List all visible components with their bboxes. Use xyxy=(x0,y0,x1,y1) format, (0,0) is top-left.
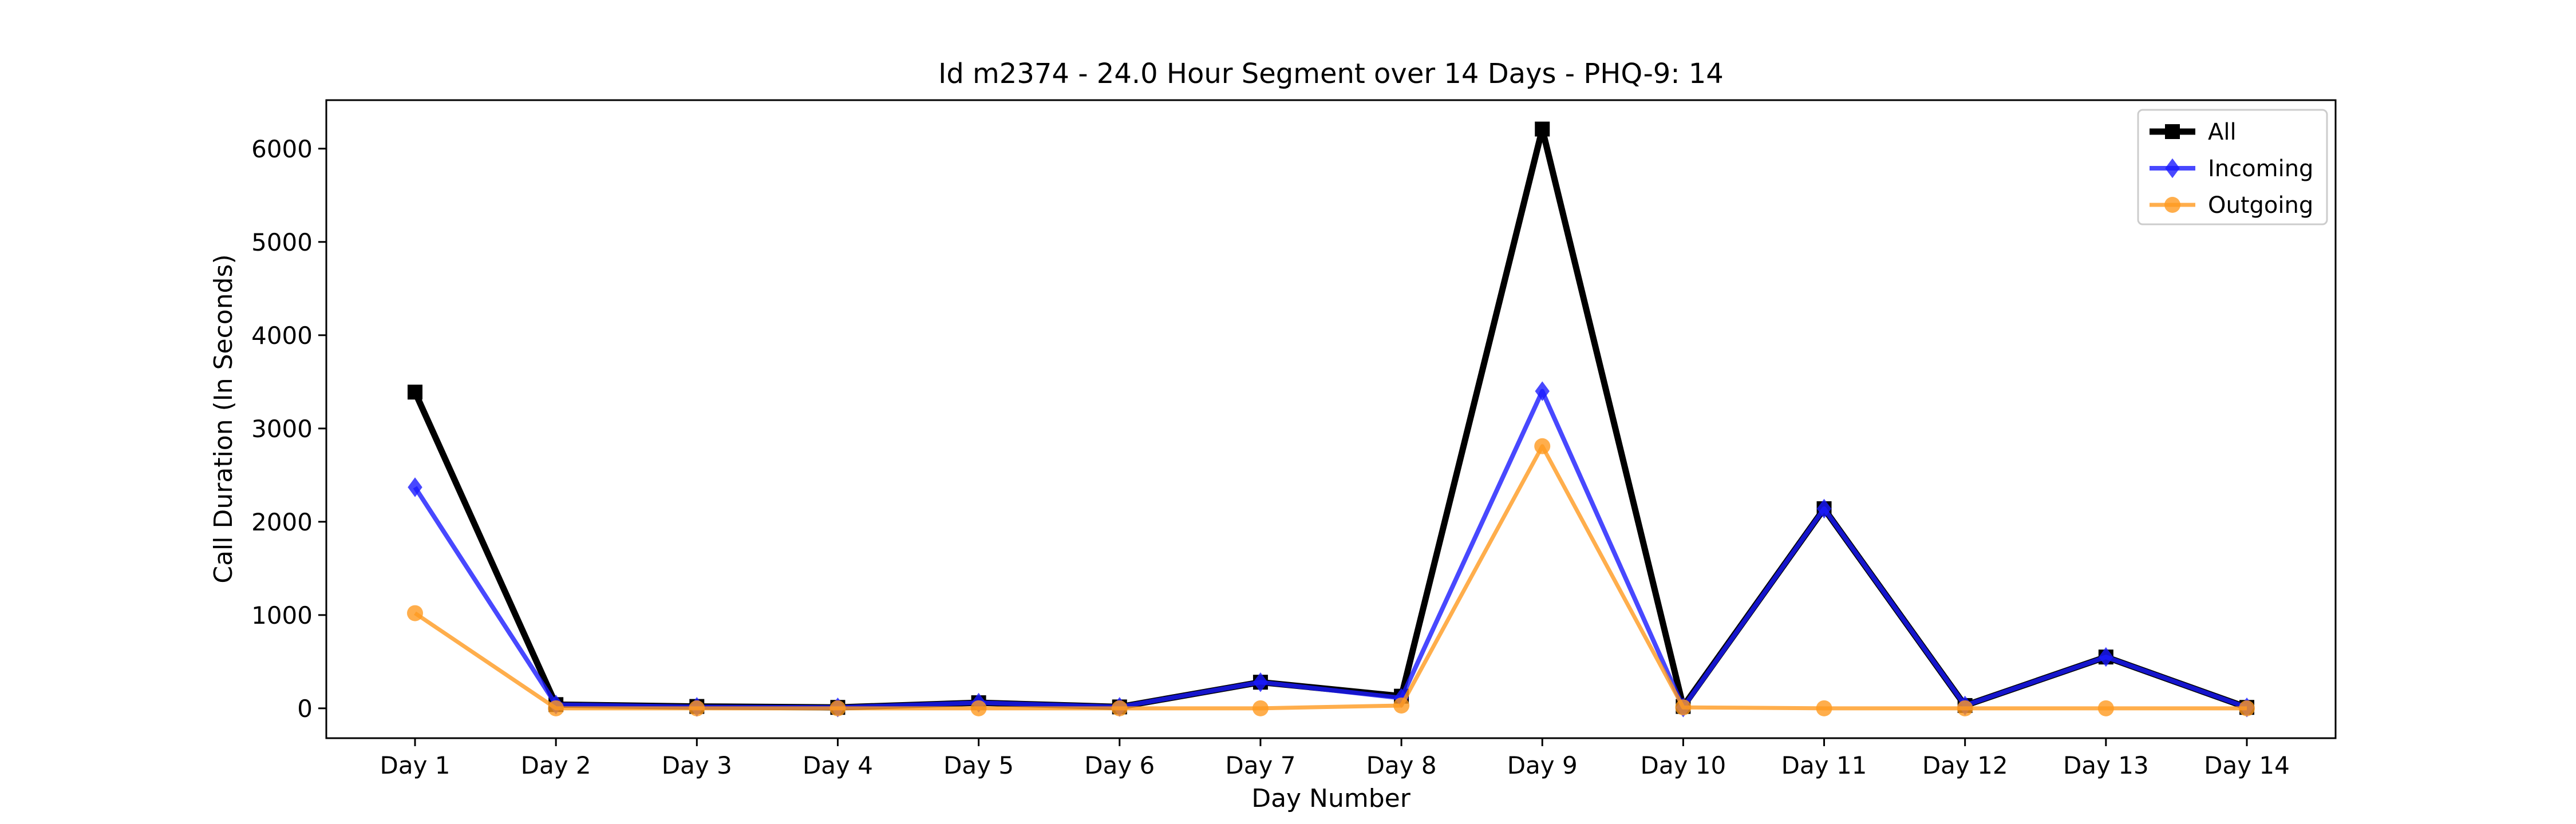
data-point-outgoing xyxy=(1816,700,1832,716)
legend-item-all: All xyxy=(2150,119,2237,145)
series-layer xyxy=(407,121,2255,718)
plot-frame xyxy=(325,99,2337,739)
data-point-incoming xyxy=(408,477,422,497)
x-tick-label: Day 6 xyxy=(1084,751,1155,779)
chart-title: Id m2374 - 24.0 Hour Segment over 14 Day… xyxy=(938,58,1724,90)
series-outgoing xyxy=(407,438,2255,716)
y-tick-label: 2000 xyxy=(251,508,313,536)
data-point-outgoing xyxy=(407,605,423,621)
y-tick-label: 6000 xyxy=(251,135,313,163)
x-axis-label: Day Number xyxy=(1251,784,1411,813)
x-tick-label: Day 12 xyxy=(1922,751,2008,779)
legend-box xyxy=(2137,109,2328,225)
x-tick-label: Day 10 xyxy=(1641,751,1726,779)
data-point-outgoing xyxy=(1534,438,1551,454)
series-incoming xyxy=(408,381,2254,718)
series-line-incoming xyxy=(413,389,2248,710)
y-axis-label: Call Duration (In Seconds) xyxy=(209,254,238,583)
data-point-outgoing xyxy=(1111,700,1128,716)
data-point-outgoing xyxy=(548,700,564,716)
x-tick-label: Day 1 xyxy=(380,751,450,779)
x-tick-label: Day 5 xyxy=(943,751,1014,779)
legend: All Incoming Outgoing xyxy=(2137,109,2328,225)
data-point-outgoing xyxy=(1675,699,1692,716)
y-tick-label: 1000 xyxy=(251,601,313,629)
x-tick-label: Day 14 xyxy=(2204,751,2290,779)
legend-label-outgoing: Outgoing xyxy=(2208,192,2313,219)
data-point-outgoing xyxy=(2097,700,2114,716)
data-point-incoming xyxy=(2099,647,2113,667)
x-tick-label: Day 3 xyxy=(662,751,732,779)
y-tick-label: 3000 xyxy=(251,415,313,443)
data-point-outgoing xyxy=(1252,700,1269,716)
data-point-incoming xyxy=(1535,381,1550,401)
data-point-outgoing xyxy=(689,700,705,716)
data-point-outgoing xyxy=(1957,700,1973,716)
data-point-all xyxy=(408,385,422,400)
data-point-incoming xyxy=(1253,672,1268,692)
legend-marker-all xyxy=(2165,124,2180,139)
y-tick-label: 4000 xyxy=(251,322,313,350)
series-all xyxy=(408,121,2254,715)
x-tick-label: Day 4 xyxy=(803,751,873,779)
x-tick-label: Day 2 xyxy=(521,751,591,779)
x-tick-label: Day 13 xyxy=(2063,751,2149,779)
legend-item-incoming: Incoming xyxy=(2150,156,2313,182)
legend-marker-outgoing xyxy=(2164,197,2180,213)
x-axis: Day 1 Day 2 Day 3 Day 4 Day 5 Day 6 Day 7 Day 8… xyxy=(380,738,2290,779)
legend-item-outgoing: Outgoing xyxy=(2150,192,2313,219)
series-line-outgoing xyxy=(414,444,2247,711)
data-point-outgoing xyxy=(970,700,987,716)
x-tick-label: Day 11 xyxy=(1781,751,1867,779)
series-line-all xyxy=(412,126,2248,711)
x-tick-label: Day 7 xyxy=(1225,751,1295,779)
y-tick-label: 0 xyxy=(297,695,313,723)
y-axis: 0 1000 2000 3000 4000 5000 6000 xyxy=(251,135,326,723)
legend-label-incoming: Incoming xyxy=(2208,156,2313,182)
data-point-all xyxy=(1535,121,1550,137)
y-tick-label: 5000 xyxy=(251,228,313,256)
data-point-outgoing xyxy=(1393,697,1410,714)
legend-label-all: All xyxy=(2208,119,2237,145)
data-point-outgoing xyxy=(2239,700,2255,716)
x-tick-label: Day 8 xyxy=(1366,751,1437,779)
data-point-incoming xyxy=(1816,498,1832,519)
x-tick-label: Day 9 xyxy=(1507,751,1578,779)
legend-marker-incoming xyxy=(2165,158,2180,179)
data-point-outgoing xyxy=(829,700,846,716)
